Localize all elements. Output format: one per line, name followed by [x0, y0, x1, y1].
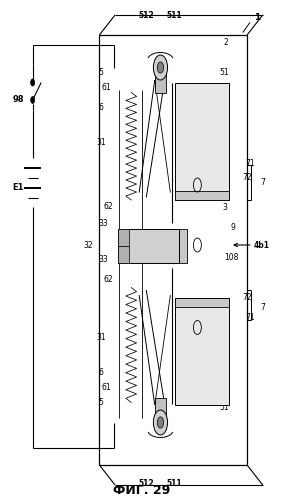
Text: 72: 72 — [242, 293, 252, 302]
Text: 31: 31 — [96, 333, 106, 342]
Bar — [118, 228, 129, 246]
Text: 108: 108 — [224, 253, 239, 262]
Text: 72: 72 — [242, 173, 252, 182]
Text: 7: 7 — [260, 178, 265, 187]
Circle shape — [157, 417, 164, 428]
Text: θ: θ — [195, 310, 200, 320]
Text: 31: 31 — [96, 138, 106, 147]
Text: 62: 62 — [103, 202, 113, 211]
Text: 51: 51 — [220, 68, 229, 77]
Text: ФИГ. 29: ФИГ. 29 — [113, 484, 171, 498]
Text: 71: 71 — [245, 313, 255, 322]
Text: 6: 6 — [98, 103, 103, 112]
Text: 98: 98 — [13, 96, 24, 104]
Circle shape — [157, 62, 164, 73]
Text: 512: 512 — [138, 480, 154, 488]
Circle shape — [31, 96, 35, 103]
Text: 62: 62 — [103, 276, 113, 284]
Circle shape — [153, 410, 168, 435]
Text: 33: 33 — [99, 256, 108, 264]
Bar — [118, 228, 179, 262]
Text: 512: 512 — [138, 12, 154, 20]
Bar — [118, 246, 129, 262]
Text: 9: 9 — [230, 223, 235, 232]
Text: 32: 32 — [83, 240, 93, 250]
Text: 511: 511 — [167, 12, 183, 20]
Text: 61: 61 — [102, 83, 111, 92]
Text: 6: 6 — [98, 368, 103, 377]
Text: 61: 61 — [102, 383, 111, 392]
Text: 71: 71 — [245, 159, 255, 168]
Text: 3: 3 — [222, 203, 227, 212]
Text: 5: 5 — [98, 68, 103, 77]
Text: E1: E1 — [12, 183, 23, 192]
Text: 7: 7 — [260, 303, 265, 312]
Text: 51: 51 — [220, 403, 229, 412]
Bar — [155, 74, 166, 92]
Text: 33: 33 — [99, 219, 108, 228]
Text: 511: 511 — [167, 480, 183, 488]
Text: 5: 5 — [98, 398, 103, 407]
Bar — [155, 398, 166, 416]
Bar — [175, 298, 229, 306]
Bar — [175, 191, 229, 200]
Text: θ: θ — [195, 168, 200, 177]
Text: 2: 2 — [224, 38, 228, 47]
Text: 1: 1 — [254, 13, 260, 22]
Circle shape — [153, 55, 168, 80]
Text: 4b1: 4b1 — [254, 240, 270, 250]
Circle shape — [31, 79, 35, 86]
Bar — [175, 82, 229, 200]
Bar — [175, 298, 229, 405]
Bar — [179, 228, 187, 262]
